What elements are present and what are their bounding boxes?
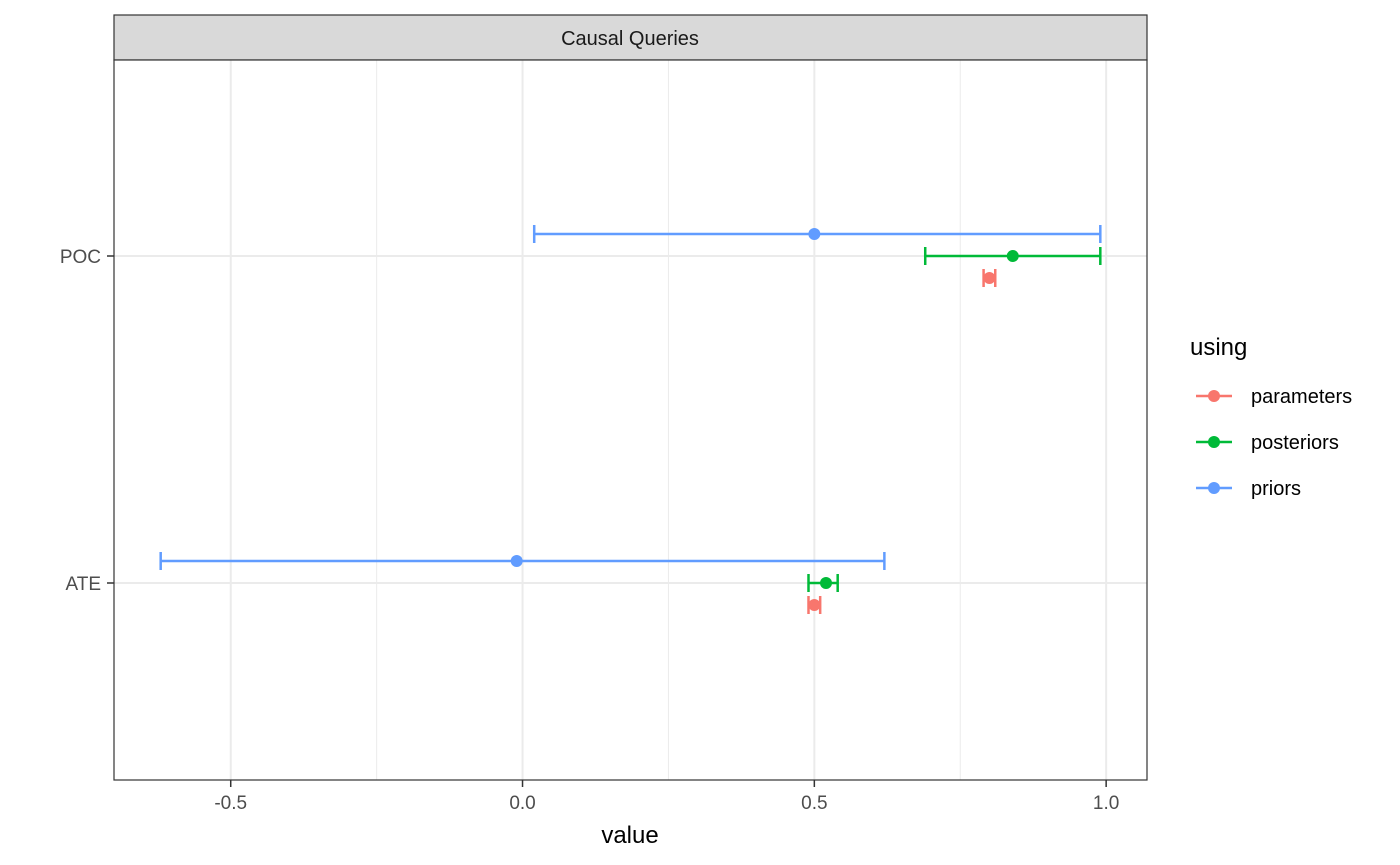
legend-title: using (1190, 334, 1247, 361)
legend-label-parameters: parameters (1251, 386, 1352, 408)
legend-key-point (1208, 482, 1220, 494)
legend-label-priors: priors (1251, 478, 1301, 500)
point-priors (510, 555, 523, 567)
point-priors (808, 228, 821, 240)
legend: parameters posteriors priors (1196, 386, 1352, 500)
legend-key-point (1208, 390, 1220, 402)
x-tick-label: -0.5 (214, 793, 247, 814)
facet-label: Causal Queries (561, 28, 699, 50)
minor-gridlines (376, 60, 961, 780)
y-axis: POC ATE (60, 247, 114, 595)
y-tick-label: ATE (65, 574, 101, 595)
x-tick-label: 0.0 (509, 793, 535, 814)
data-marks (159, 225, 1102, 614)
x-tick-label: 0.5 (801, 793, 827, 814)
legend-key-point (1208, 436, 1220, 448)
panel-border (113, 59, 1148, 781)
x-tick-label: 1.0 (1093, 793, 1119, 814)
legend-label-posteriors: posteriors (1251, 432, 1339, 454)
point-posteriors (820, 577, 833, 589)
point-posteriors (1006, 250, 1019, 262)
plot-panel (114, 60, 1147, 780)
x-axis: -0.5 0.0 0.5 1.0 (214, 780, 1119, 814)
facet-strip (113, 14, 1148, 61)
y-tick-label: POC (60, 247, 101, 268)
x-axis-title: value (601, 822, 658, 849)
point-parameters (808, 599, 821, 611)
point-parameters (983, 272, 996, 284)
